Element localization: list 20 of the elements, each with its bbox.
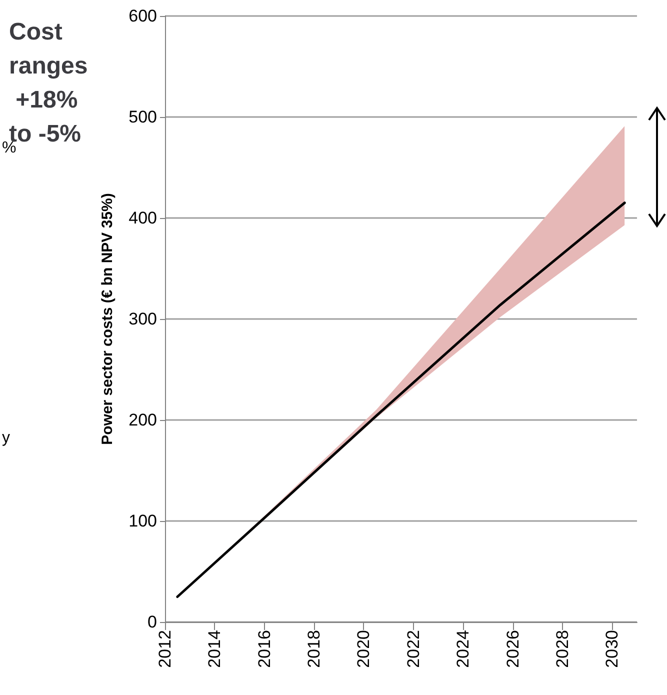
x-tick-label: 2016 <box>254 630 274 668</box>
line-series <box>176 202 626 598</box>
x-tick-label: 2022 <box>404 630 423 668</box>
x-tick-label: 2026 <box>503 630 522 668</box>
y-tick-label: 100 <box>128 512 157 530</box>
y-tick-label: 300 <box>128 310 157 328</box>
x-tick-label: 2020 <box>354 630 374 668</box>
text: y <box>2 430 10 446</box>
x-tick-label: 2018 <box>304 630 324 668</box>
y-axis-title: Power sector costs (€ bn NPV 35%) <box>99 193 116 445</box>
x-tick-label: 2024 <box>454 630 473 668</box>
y-tick-label: 0 <box>148 612 157 632</box>
x-tick-label: 2030 <box>602 630 622 668</box>
x-tick-label: 2014 <box>205 630 224 668</box>
y-tick-label: 400 <box>128 208 157 228</box>
y-tick-label: 500 <box>128 108 157 126</box>
x-tick-label: 2028 <box>552 630 572 668</box>
x-tick-label: 2012 <box>156 630 174 668</box>
y-tick-label: 200 <box>128 410 157 430</box>
y-tick-label: 600 <box>128 6 157 26</box>
